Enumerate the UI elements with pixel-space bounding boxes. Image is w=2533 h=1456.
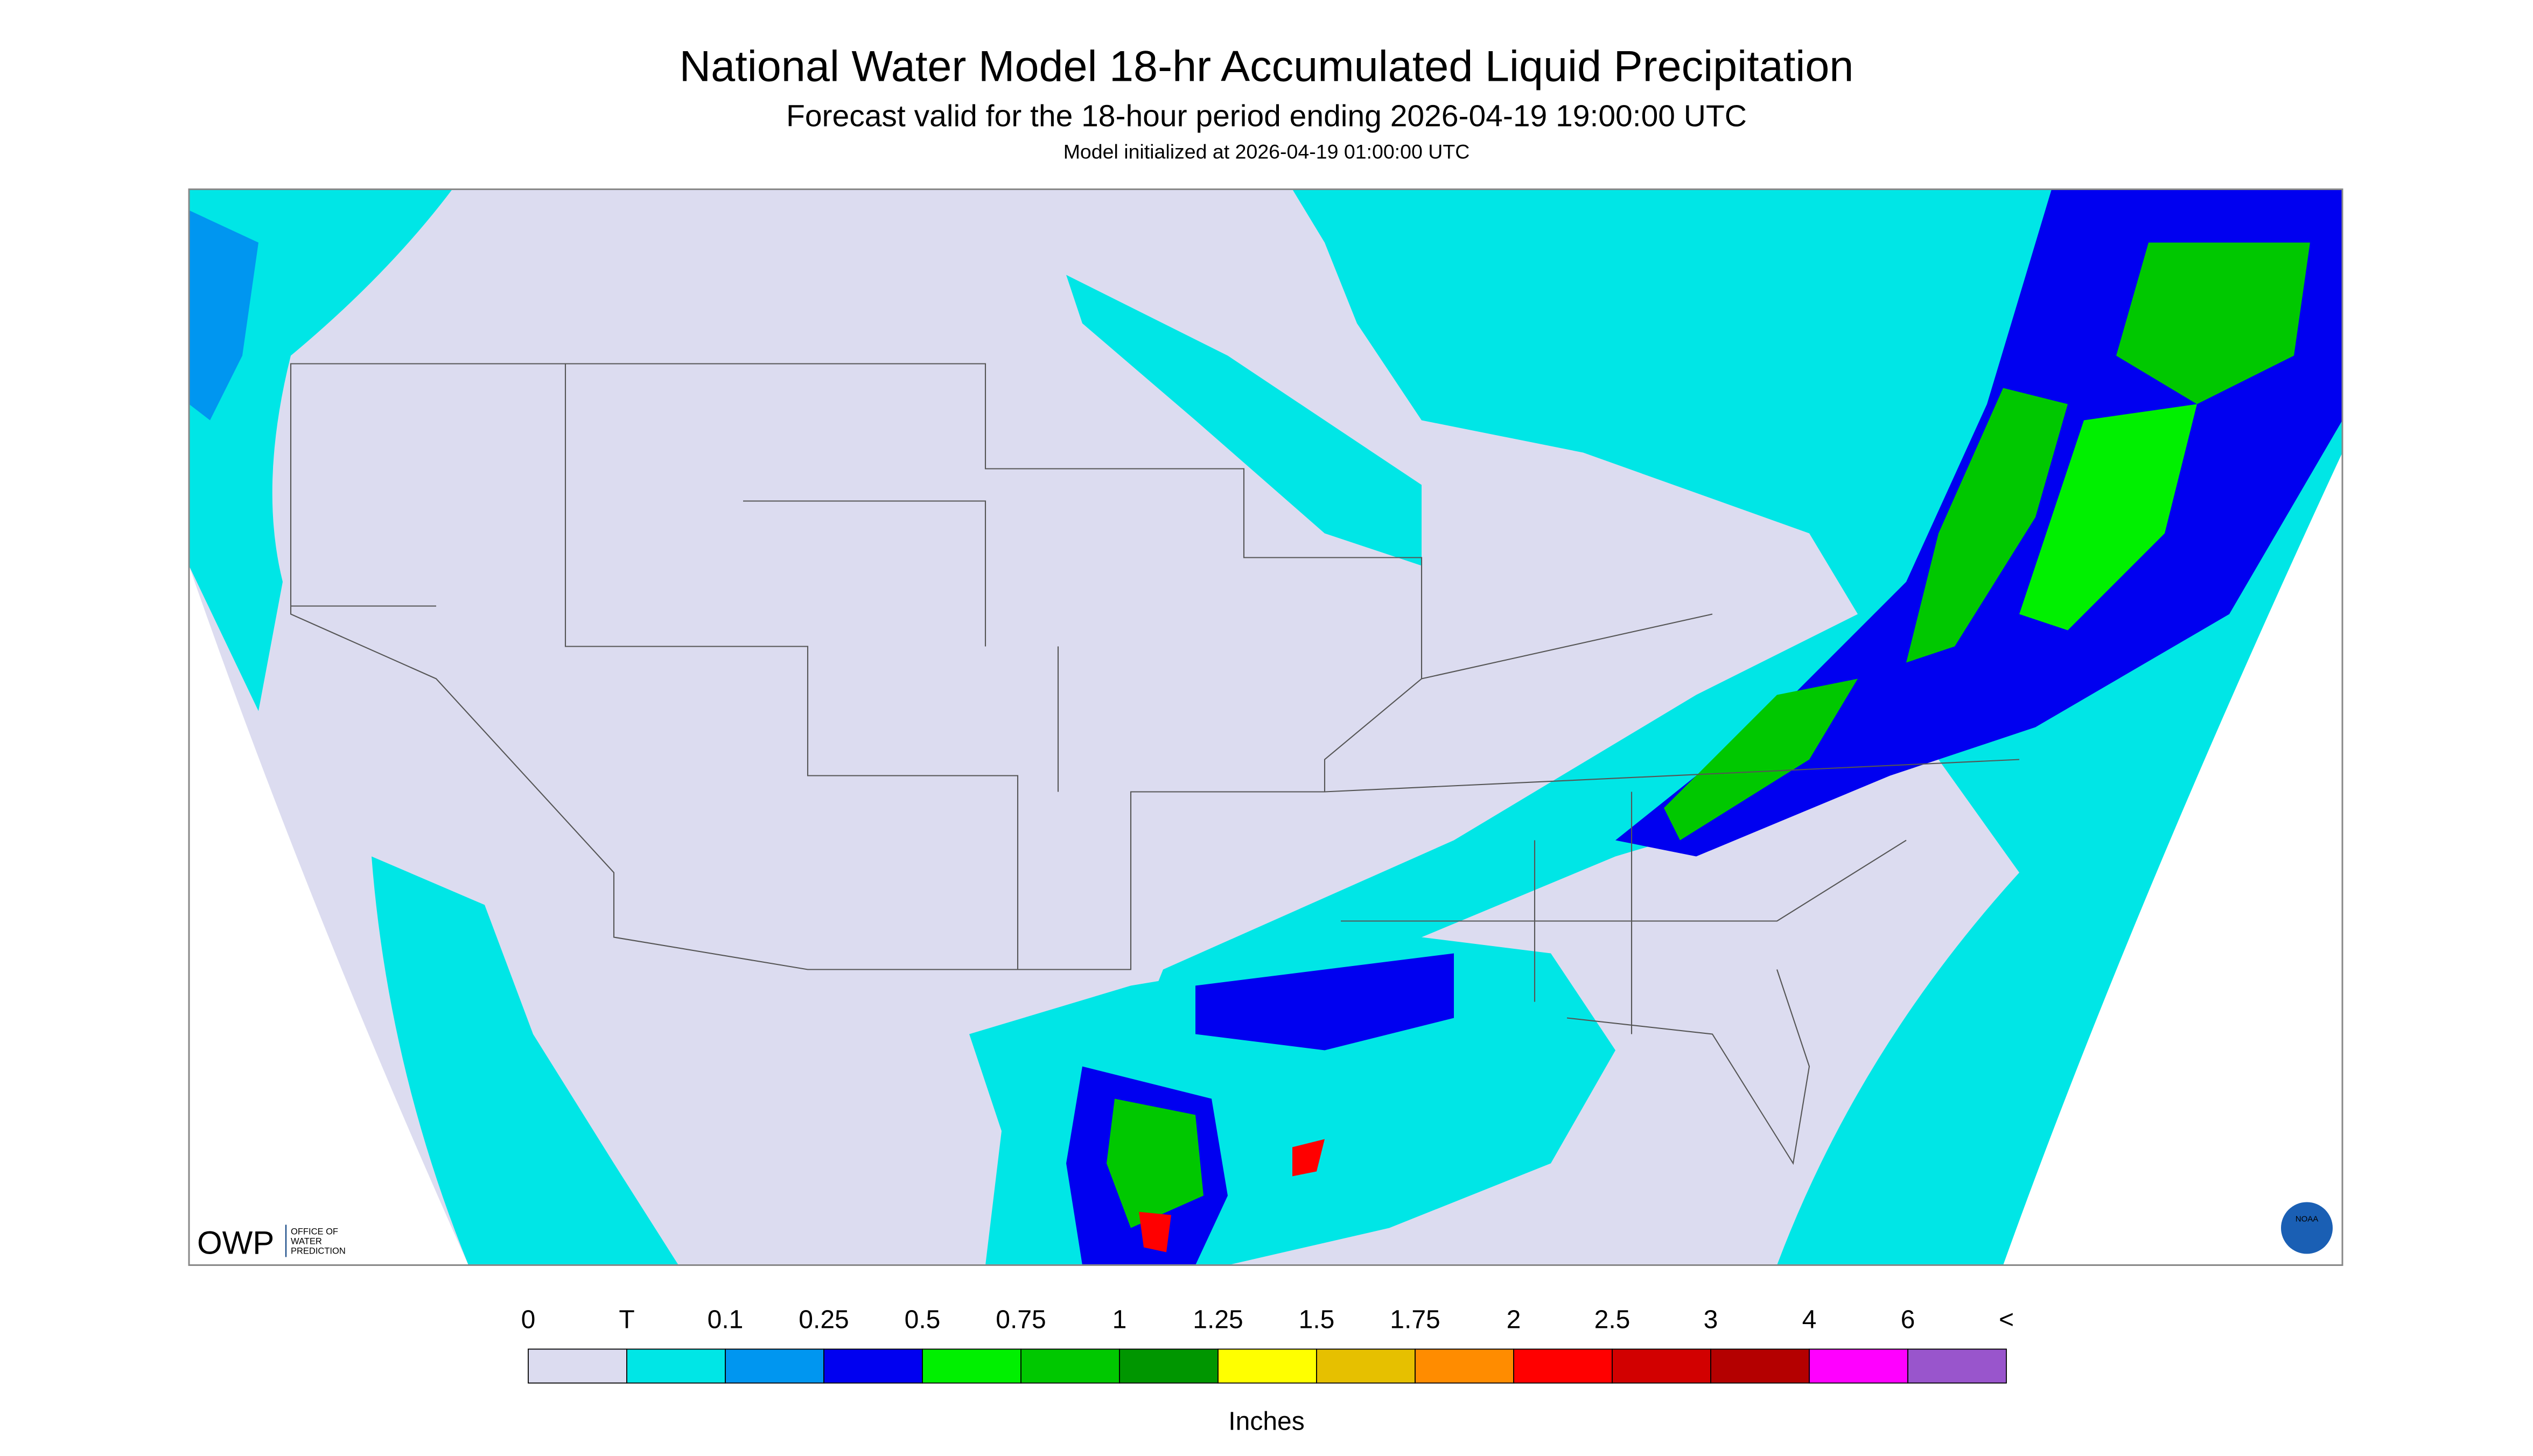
legend-label: 1 — [1112, 1306, 1127, 1334]
precip-area — [1195, 953, 1454, 1051]
title: National Water Model 18-hr Accumulated L… — [680, 43, 1854, 91]
legend-swatch — [725, 1348, 824, 1384]
owp-name: PREDICTION — [291, 1247, 346, 1256]
precip-area — [1664, 678, 1858, 841]
legend-swatch — [626, 1348, 726, 1384]
legend-label: 2.5 — [1594, 1306, 1631, 1334]
legend-swatch — [1809, 1348, 1908, 1384]
legend-unit: Inches — [1228, 1408, 1304, 1436]
legend: 0 T 0.1 0.25 0.5 0.75 1 1.25 1.5 1.75 2 2.5 3 4 6 < — [521, 1306, 2014, 1384]
legend-label: 0.1 — [708, 1306, 744, 1334]
legend-label: 0.5 — [905, 1306, 941, 1334]
legend-label: < — [1999, 1306, 2014, 1334]
legend-label: 4 — [1802, 1306, 1817, 1334]
precip-area — [1292, 1139, 1325, 1177]
init-note: Model initialized at 2026-04-19 01:00:00… — [1063, 141, 1470, 163]
precip-area — [189, 189, 452, 711]
map-frame — [188, 188, 2343, 1266]
legend-swatch — [1612, 1348, 1711, 1384]
legend-swatch — [1513, 1348, 1613, 1384]
precip-area — [1906, 388, 2068, 663]
legend-label: 0.75 — [996, 1306, 1046, 1334]
legend-swatch — [1316, 1348, 1416, 1384]
legend-label: 0 — [521, 1306, 536, 1334]
legend-label: 1.5 — [1299, 1306, 1335, 1334]
legend-swatch — [1710, 1348, 1810, 1384]
legend-label: 1.75 — [1390, 1306, 1440, 1334]
subtitle: Forecast valid for the 18-hour period en… — [786, 99, 1747, 134]
map: OWP OFFICE OF WATER PREDICTION NOAA — [188, 188, 2343, 1266]
border — [1566, 969, 1810, 1165]
legend-swatch — [1907, 1348, 2007, 1384]
legend-label: 1.25 — [1193, 1306, 1243, 1334]
legend-swatch — [1020, 1348, 1120, 1384]
precip-area — [189, 210, 258, 421]
legend-label: T — [619, 1306, 634, 1334]
precip-area — [1066, 275, 1422, 566]
legend-swatch — [1119, 1348, 1219, 1384]
border — [291, 363, 2020, 1034]
owp-name: OFFICE OF — [291, 1227, 338, 1237]
legend-label: 2 — [1507, 1306, 1521, 1334]
owp-logo: OWP — [197, 1225, 274, 1261]
noaa-logo — [2281, 1202, 2333, 1254]
noaa-text: NOAA — [2296, 1215, 2319, 1224]
legend-swatch — [1217, 1348, 1317, 1384]
precip-area — [2019, 404, 2197, 631]
precip-area — [1139, 1212, 1171, 1252]
legend-label: 6 — [1901, 1306, 1915, 1334]
legend-label: 3 — [1704, 1306, 1718, 1334]
precip-area — [372, 856, 678, 1265]
legend-swatch — [823, 1348, 923, 1384]
legend-swatch — [528, 1348, 627, 1384]
legend-swatch — [922, 1348, 1021, 1384]
legend-swatch — [1415, 1348, 1514, 1384]
legend-label: 0.25 — [799, 1306, 849, 1334]
precip-area — [1107, 1098, 1203, 1228]
owp-name: WATER — [291, 1237, 322, 1247]
precip-area — [2116, 242, 2310, 404]
